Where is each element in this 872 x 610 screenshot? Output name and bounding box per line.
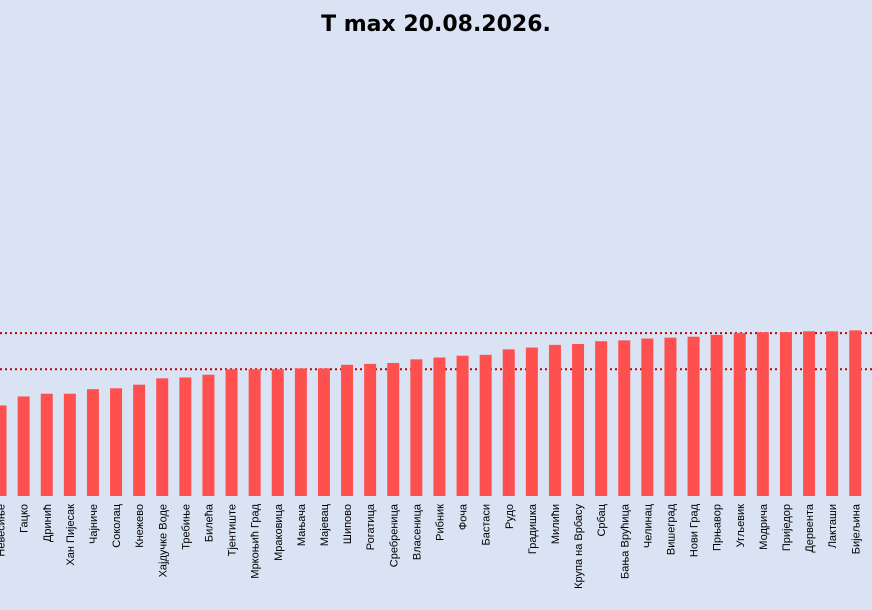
bar xyxy=(641,338,654,496)
bar xyxy=(0,405,7,496)
x-tick-label: Лакташи xyxy=(827,504,839,548)
x-tick-label: Тјентиште xyxy=(227,504,239,556)
bar xyxy=(433,357,446,496)
bar xyxy=(341,364,354,496)
x-tick-label: Дринић xyxy=(42,504,54,542)
bar xyxy=(410,359,423,496)
bar xyxy=(133,384,146,496)
bar xyxy=(179,377,192,496)
x-tick-label: Рудо xyxy=(504,504,516,529)
bar xyxy=(733,333,746,496)
x-tick-label: Нови Град xyxy=(689,503,701,557)
x-tick-label: Требиње xyxy=(180,504,192,550)
x-tick-label: Рогатица xyxy=(365,503,377,550)
x-tick-label: Градишка xyxy=(527,503,539,554)
bar xyxy=(17,396,30,496)
x-tick-label: Фоча xyxy=(458,503,470,530)
x-tick-label: Рибник xyxy=(434,504,446,541)
bar xyxy=(756,332,769,496)
bar xyxy=(156,378,169,496)
x-tick-label: Мраковица xyxy=(273,503,285,561)
x-tick-label: Бастаси xyxy=(481,504,493,546)
bar xyxy=(248,369,261,496)
bar xyxy=(548,344,561,496)
x-tick-label: Угљевик xyxy=(735,504,747,548)
x-tick-label: Прњавор xyxy=(712,504,724,551)
x-tick-label: Хан Пијесак xyxy=(65,504,77,566)
chart-title: T max 20.08.2026. xyxy=(321,12,551,37)
bar xyxy=(664,337,677,496)
bar xyxy=(618,340,631,496)
x-tick-label: Власеница xyxy=(411,503,423,560)
x-tick-label: Гацко xyxy=(19,504,31,533)
x-tick-label: Мањача xyxy=(296,503,308,546)
bar xyxy=(456,355,469,496)
bar xyxy=(387,362,400,496)
bar xyxy=(86,389,99,496)
x-tick-label: Крупа на Врбасу xyxy=(573,504,585,589)
bar xyxy=(63,393,76,496)
bar xyxy=(479,354,492,496)
bar xyxy=(687,336,700,496)
x-tick-label: Челинац xyxy=(642,503,654,548)
bar xyxy=(40,393,53,496)
bar xyxy=(849,330,862,496)
x-tick-label: Соколац xyxy=(111,503,123,547)
x-tick-label: Милићи xyxy=(550,504,562,544)
x-tick-label: Бања Врућица xyxy=(619,503,631,579)
bar xyxy=(294,368,307,496)
bar xyxy=(110,388,123,496)
bar xyxy=(225,369,238,496)
x-tick-label: Шипово xyxy=(342,504,354,544)
x-tick-label: Билећа xyxy=(203,503,215,542)
bar xyxy=(595,341,608,496)
bar xyxy=(572,343,585,496)
bar xyxy=(271,369,284,496)
bar xyxy=(710,334,723,496)
bar xyxy=(364,363,377,496)
bar xyxy=(525,347,538,496)
x-tick-label: Приједор xyxy=(781,504,793,551)
x-tick-label: Чајниче xyxy=(88,504,100,544)
bar xyxy=(779,332,792,496)
x-tick-label: Мркоњић Град xyxy=(250,503,262,578)
bar xyxy=(502,349,515,496)
bar xyxy=(803,331,816,496)
x-tick-label: Бијељина xyxy=(850,503,862,554)
x-tick-label: Дервента xyxy=(804,503,816,553)
bar xyxy=(317,368,330,496)
x-tick-label: Невесиње xyxy=(0,504,8,557)
x-tick-label: Србац xyxy=(596,503,608,536)
x-tick-label: Мајевац xyxy=(319,503,331,546)
x-tick-label: Хајдучке Воде xyxy=(157,504,169,577)
bar xyxy=(202,374,215,496)
x-tick-label: Модрича xyxy=(758,503,770,550)
x-tick-label: Сребреница xyxy=(388,503,400,567)
x-tick-label: Кнежево xyxy=(134,504,146,548)
x-tick-label: Вишеград xyxy=(665,503,677,555)
bar xyxy=(826,331,839,496)
